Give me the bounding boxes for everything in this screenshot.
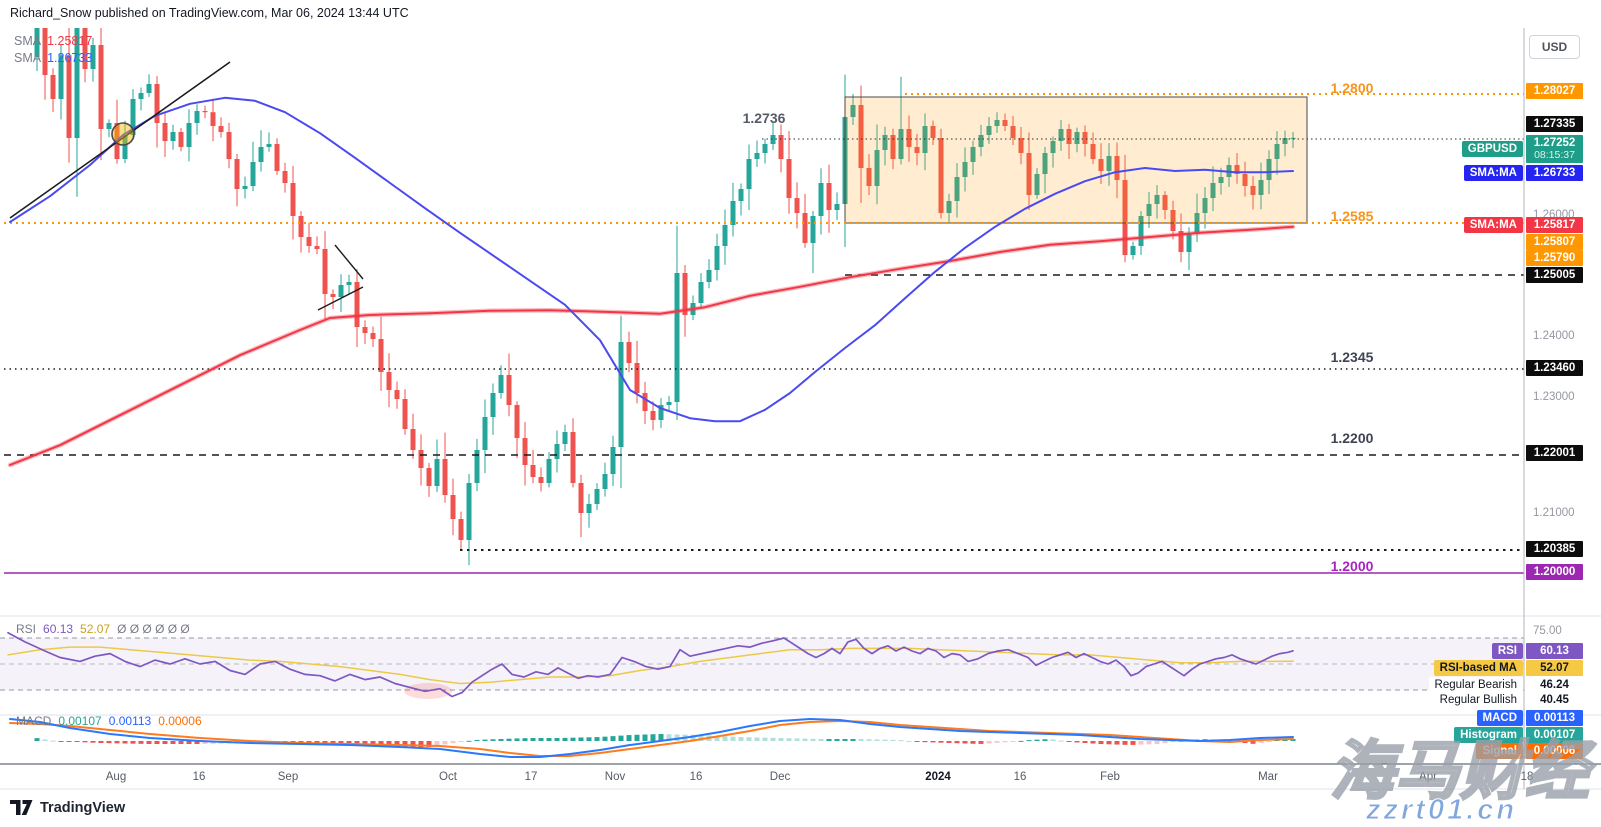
time-axis-label: 16 xyxy=(192,771,206,783)
price-label-60.13: 60.13 xyxy=(1526,643,1583,659)
publish-header: Richard_Snow published on TradingView.co… xyxy=(10,6,409,20)
time-axis-label: 18 xyxy=(1520,771,1534,783)
macd-legend-name: MACD xyxy=(16,714,52,728)
series-name-chip-sma-ma: SMA:MA xyxy=(1463,217,1523,233)
rsi-divergence-settings: Ø Ø Ø Ø Ø Ø xyxy=(117,622,190,636)
tradingview-logo-icon xyxy=(10,800,33,815)
time-axis-label: Oct xyxy=(439,771,457,783)
macd-legend[interactable]: MACD 0.00107 0.00113 0.00006 xyxy=(16,714,209,728)
sma2-value: 1.26733 xyxy=(47,51,93,65)
price-label-0.00006: 0.00006 xyxy=(1526,743,1583,759)
price-label-40.45: 40.45 xyxy=(1526,692,1583,708)
macd-signal-value: 0.00006 xyxy=(158,714,202,728)
time-axis-label: 2024 xyxy=(925,771,951,783)
price-label-1.25817: 1.25817 xyxy=(1526,217,1583,233)
sma-legend[interactable]: SMA 1.25817 SMA 1.26733 xyxy=(14,33,98,67)
tradingview-logo-text: TradingView xyxy=(40,799,126,816)
level-annotation-1.2200: 1.2200 xyxy=(1330,430,1374,446)
time-axis-label: 17 xyxy=(524,771,538,783)
price-label-52.07: 52.07 xyxy=(1526,660,1583,676)
price-label-1.25005: 1.25005 xyxy=(1526,267,1583,283)
price-axis-tick: 1.24000 xyxy=(1533,330,1575,342)
price-label-1.22001: 1.22001 xyxy=(1526,445,1583,461)
series-name-chip-regular-bearish: Regular Bearish xyxy=(1428,677,1523,693)
series-name-chip-sma-ma: SMA:MA xyxy=(1463,165,1523,181)
level-annotation-1.2345: 1.2345 xyxy=(1330,349,1374,365)
price-label-1.25790: 1.25790 xyxy=(1526,250,1583,266)
price-axis-tick: 1.21000 xyxy=(1533,507,1575,519)
series-name-chip-histogram: Histogram xyxy=(1454,727,1523,743)
price-label-1.27252: 1.27252 08:15:37 xyxy=(1526,135,1583,163)
macd-hist-value: 0.00107 xyxy=(58,714,102,728)
price-label-1.23460: 1.23460 xyxy=(1526,360,1583,376)
macd-line-value: 0.00113 xyxy=(108,714,152,728)
level-annotation-1.2000: 1.2000 xyxy=(1330,558,1374,574)
time-axis-label: Apr xyxy=(1419,771,1437,783)
time-axis-label: Aug xyxy=(105,771,127,783)
watermark-url: zzrt01.cn xyxy=(1365,794,1518,827)
price-label-1.26733: 1.26733 xyxy=(1526,165,1583,181)
tradingview-logo[interactable]: TradingView xyxy=(10,799,125,816)
series-name-chip-gbpusd: GBPUSD xyxy=(1461,141,1523,157)
series-name-chip-rsi: RSI xyxy=(1491,643,1523,659)
time-axis-label: Nov xyxy=(604,771,626,783)
sma1-value: 1.25817 xyxy=(47,34,93,48)
price-label-1.25807: 1.25807 xyxy=(1526,234,1583,250)
rsi-ma-legend-value: 52.07 xyxy=(80,622,111,636)
time-axis-label: Sep xyxy=(277,771,299,783)
level-annotation-1.2800: 1.2800 xyxy=(1330,80,1374,96)
time-axis-label: Mar xyxy=(1258,771,1278,783)
time-axis-label: 16 xyxy=(689,771,703,783)
rsi-legend-name: RSI xyxy=(16,622,37,636)
chart-canvas[interactable] xyxy=(0,0,1601,795)
price-label-46.24: 46.24 xyxy=(1526,677,1583,693)
series-name-chip-signal: Signal xyxy=(1476,743,1523,759)
sma2-label: SMA xyxy=(14,51,42,65)
series-name-chip-rsi-based-ma: RSI-based MA xyxy=(1433,660,1523,676)
price-label-1.20000: 1.20000 xyxy=(1526,564,1583,580)
price-label-1.27335: 1.27335 xyxy=(1526,116,1583,132)
price-label-1.20385: 1.20385 xyxy=(1526,541,1583,557)
series-name-chip-macd: MACD xyxy=(1476,710,1523,726)
price-axis-tick: 1.23000 xyxy=(1533,391,1575,403)
sma-legend-row-1[interactable]: SMA 1.25817 xyxy=(14,33,98,50)
price-axis-tick: 75.00 xyxy=(1533,625,1562,637)
level-annotation-1.2736: 1.2736 xyxy=(742,110,786,126)
rsi-legend-value: 60.13 xyxy=(43,622,74,636)
series-name-chip-regular-bullish: Regular Bullish xyxy=(1433,692,1523,708)
time-axis-label: Feb xyxy=(1100,771,1120,783)
price-label-0.00113: 0.00113 xyxy=(1526,710,1583,726)
sma-legend-row-2[interactable]: SMA 1.26733 xyxy=(14,50,98,67)
price-label-1.28027: 1.28027 xyxy=(1526,83,1583,99)
sma1-label: SMA xyxy=(14,34,42,48)
time-axis-label: Dec xyxy=(769,771,791,783)
watermark-cjk: 海马财经 xyxy=(1329,734,1591,809)
time-axis-label: 16 xyxy=(1013,771,1027,783)
price-label-0.00107: 0.00107 xyxy=(1526,727,1583,743)
rsi-legend[interactable]: RSI 60.13 52.07 Ø Ø Ø Ø Ø Ø xyxy=(16,622,197,636)
level-annotation-1.2585: 1.2585 xyxy=(1330,208,1374,224)
currency-unit-button[interactable]: USD xyxy=(1529,35,1580,59)
